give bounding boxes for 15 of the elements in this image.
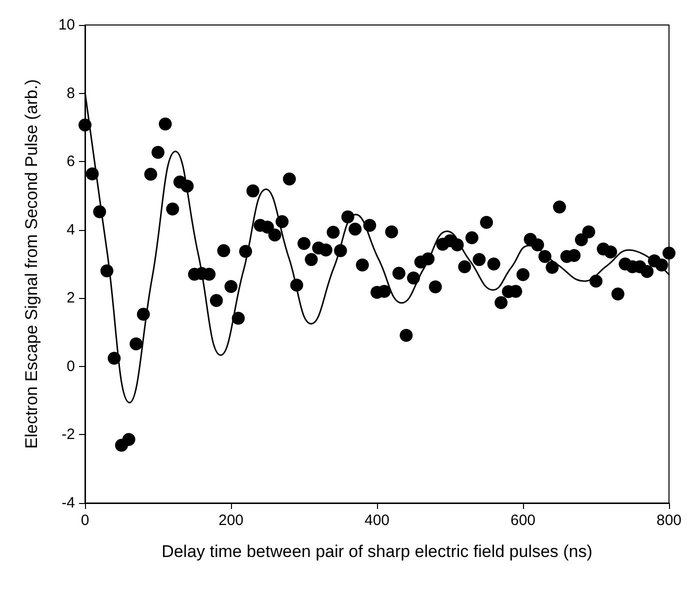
y-tick-label: -2 xyxy=(62,426,75,444)
x-tick-label: 800 xyxy=(656,512,682,529)
y-tick-label: 2 xyxy=(66,290,75,307)
y-tick-label: 0 xyxy=(66,358,75,375)
y-tick-label: -4 xyxy=(62,494,75,512)
x-tick-label: 200 xyxy=(218,512,244,529)
x-tick-label: 400 xyxy=(364,512,390,529)
y-tick-label: 4 xyxy=(66,221,75,238)
x-tick-label: 600 xyxy=(510,512,536,529)
x-axis-title: Delay time between pair of sharp electric field pulses (ns) xyxy=(162,542,592,561)
y-axis-title: Electron Escape Signal from Second Pulse (arb.) xyxy=(22,79,41,449)
y-tick-label: 8 xyxy=(66,84,75,102)
x-tick-label: 0 xyxy=(80,512,90,529)
y-tick-label: 10 xyxy=(58,16,75,34)
y-tick-label: 6 xyxy=(66,153,75,170)
